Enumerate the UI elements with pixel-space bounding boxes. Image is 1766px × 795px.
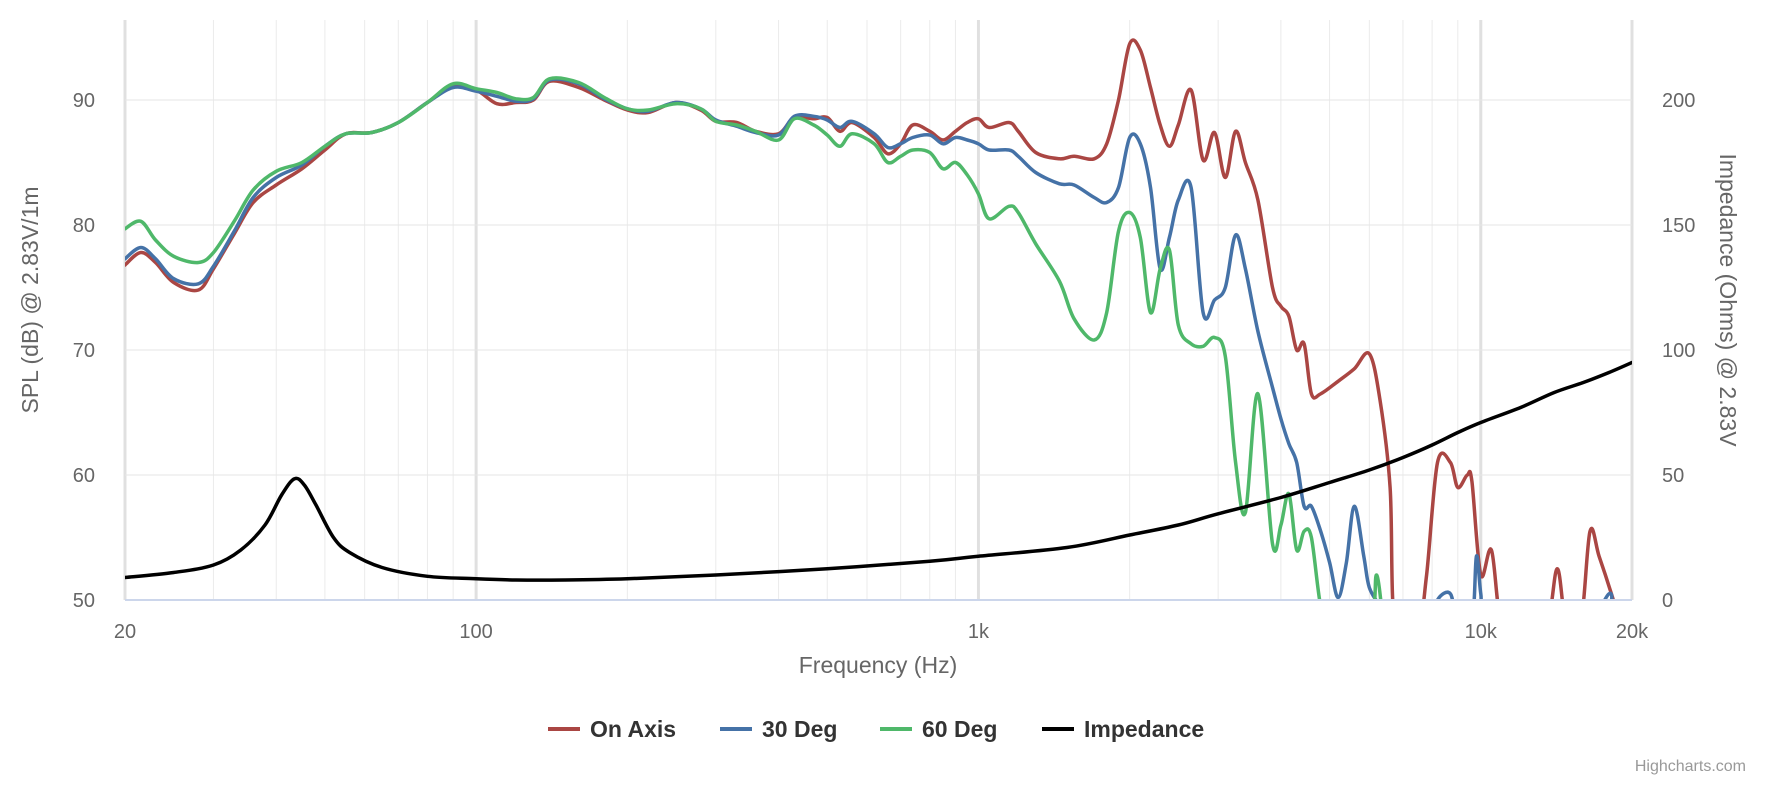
series-line-60-deg[interactable] (125, 76, 1383, 630)
legend-item-60-deg[interactable]: 60 Deg (880, 716, 997, 742)
legend-item-impedance[interactable]: Impedance (1042, 716, 1204, 742)
legend-label-impedance: Impedance (1084, 716, 1204, 742)
legend-item-on-axis[interactable]: On Axis (548, 716, 676, 742)
legend-label-30-deg: 30 Deg (762, 716, 837, 742)
y-tick-label: 60 (73, 465, 95, 487)
y-axis-ticks: 50 60 70 80 90 (73, 90, 95, 612)
x-tick-label: 20 (114, 621, 136, 643)
y2-tick-label: 200 (1662, 90, 1695, 112)
x-tick-label: 20k (1616, 621, 1649, 643)
x-tick-label: 1k (968, 621, 990, 643)
y2-tick-label: 150 (1662, 215, 1695, 237)
x-axis-ticks: 20 100 1k 10k 20k (114, 621, 1649, 643)
x-tick-label: 100 (459, 621, 492, 643)
series-line-30-deg[interactable] (125, 77, 1614, 631)
x-tick-label: 10k (1465, 621, 1498, 643)
y2-tick-label: 0 (1662, 590, 1673, 612)
legend: On Axis 30 Deg 60 Deg Impedance (548, 716, 1204, 742)
series-line-impedance[interactable] (125, 360, 1632, 582)
y-tick-label: 90 (73, 90, 95, 112)
y-tick-label: 50 (73, 590, 95, 612)
y-tick-label: 70 (73, 340, 95, 362)
minor-grid (124, 20, 1633, 600)
y-axis-title: SPL (dB) @ 2.83V/1m (17, 186, 43, 413)
legend-item-30-deg[interactable]: 30 Deg (720, 716, 837, 742)
y2-tick-label: 50 (1662, 465, 1684, 487)
x-axis-title: Frequency (Hz) (799, 652, 957, 678)
plot-series (125, 38, 1632, 637)
legend-label-on-axis: On Axis (590, 716, 676, 742)
series-line-on-axis[interactable] (125, 38, 1616, 637)
y2-tick-label: 100 (1662, 340, 1695, 362)
legend-label-60-deg: 60 Deg (922, 716, 997, 742)
credits-link[interactable]: Highcharts.com (1635, 758, 1746, 775)
major-grid (123, 20, 1634, 600)
y-tick-label: 80 (73, 215, 95, 237)
y2-axis-title: Impedance (Ohms) @ 2.83V (1715, 153, 1741, 447)
y2-axis-ticks: 0 50 100 150 200 (1662, 90, 1695, 612)
